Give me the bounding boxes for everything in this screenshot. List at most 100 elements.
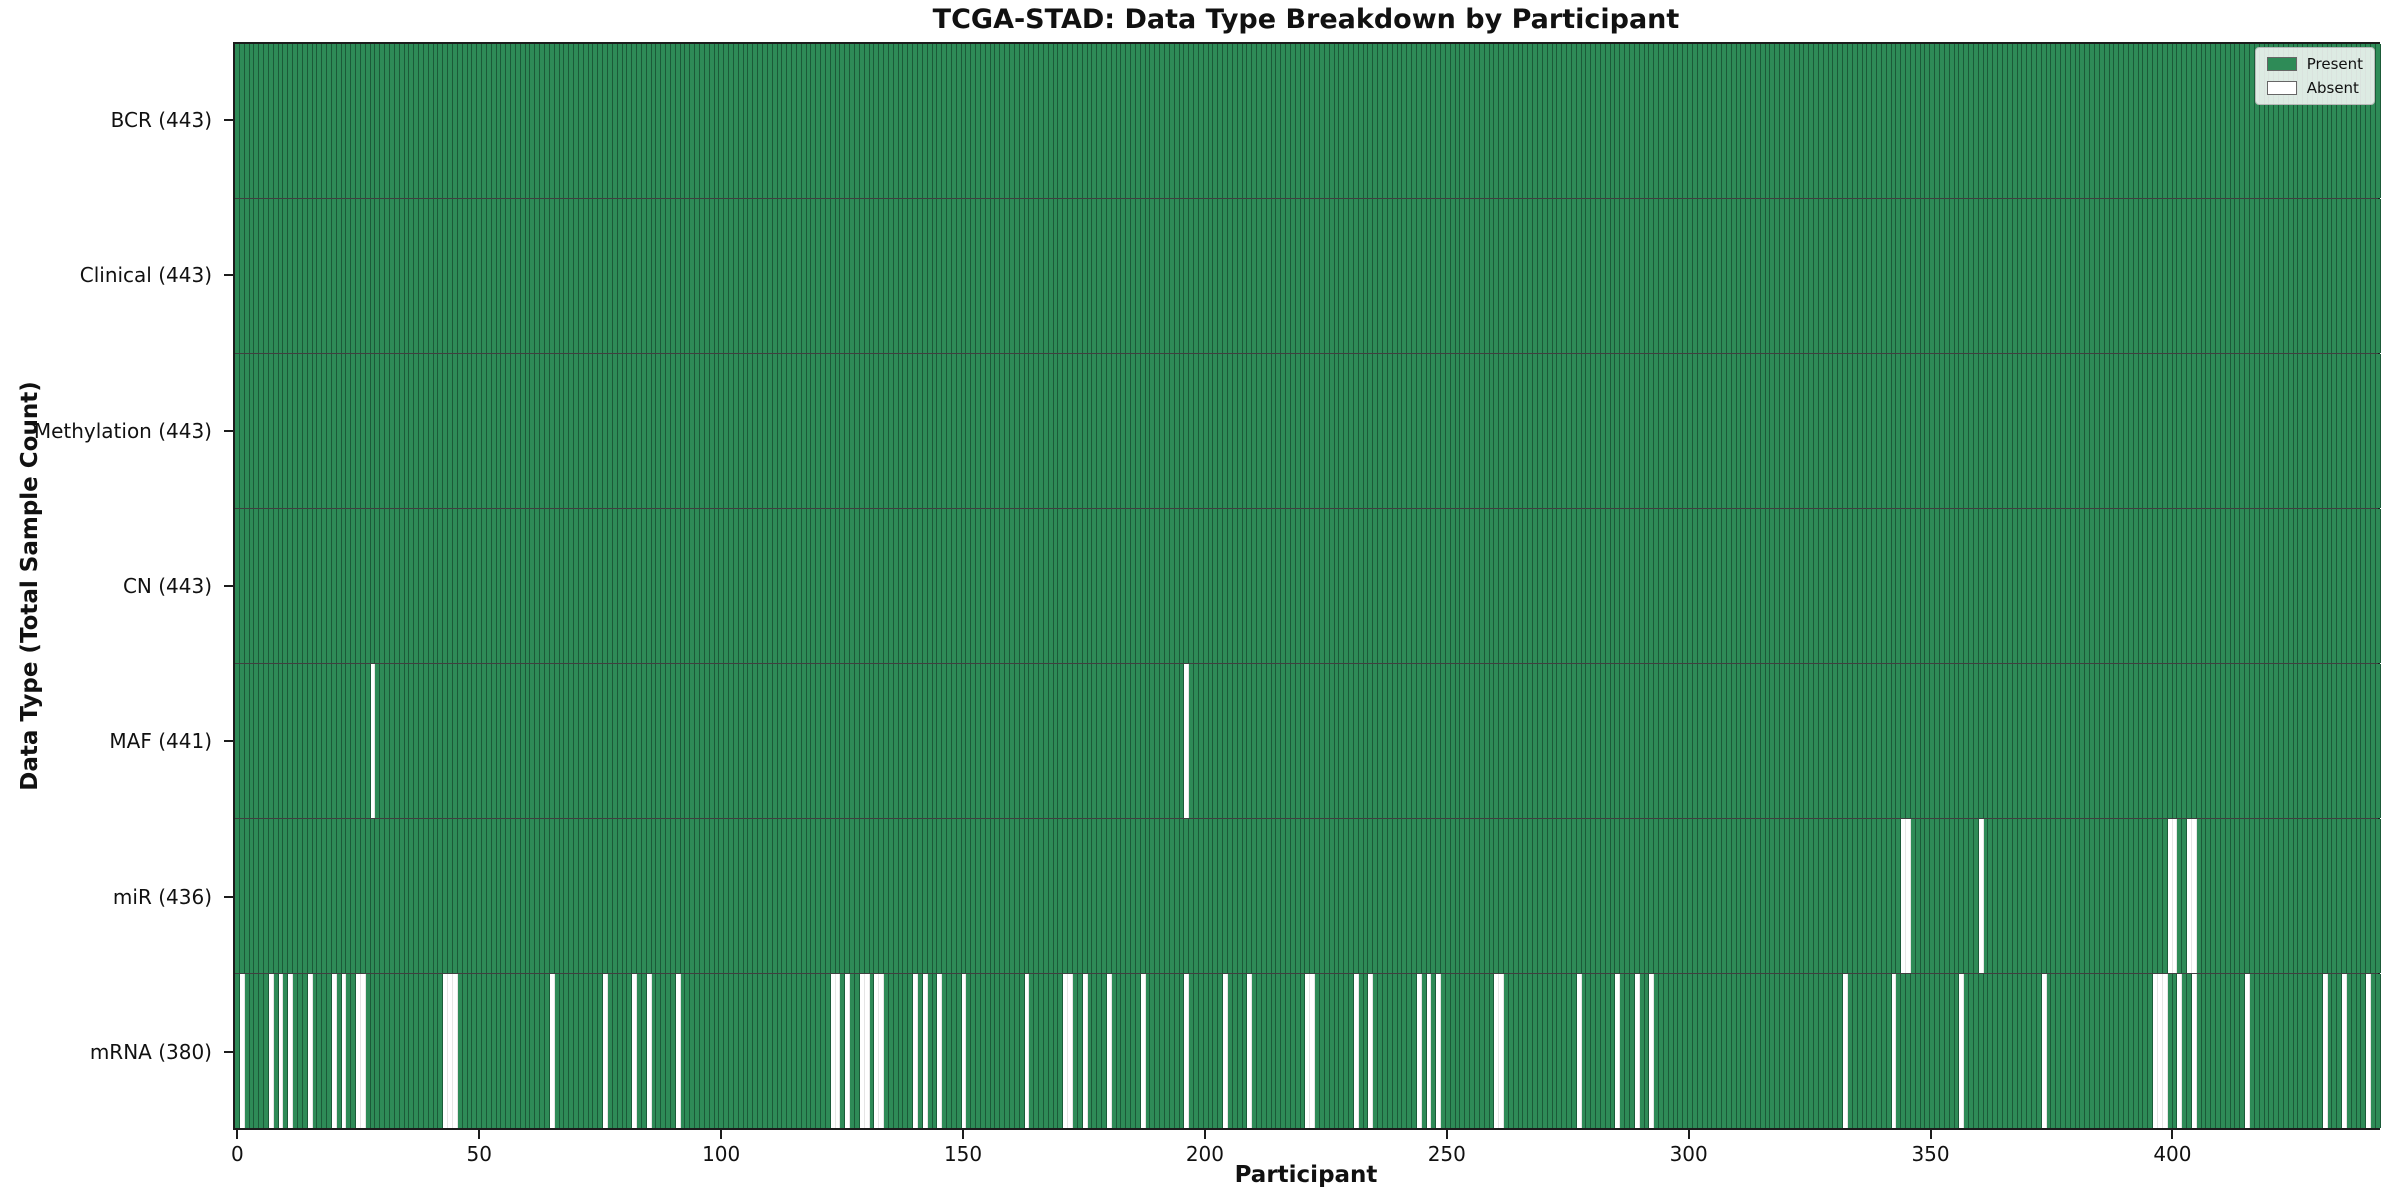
heatmap-cell-present <box>796 974 802 1128</box>
heatmap-cell-present <box>845 664 851 818</box>
heatmap-cell-present <box>1184 44 1190 198</box>
heatmap-cell-present <box>2312 974 2318 1128</box>
heatmap-cell-present <box>1126 199 1132 353</box>
heatmap-cell-present <box>1397 664 1403 818</box>
heatmap-cell-present <box>327 664 332 818</box>
heatmap-cell-present <box>1339 819 1345 973</box>
heatmap-cell-present <box>1271 819 1277 973</box>
heatmap-cell-present <box>1969 974 1974 1128</box>
heatmap-cell-present <box>917 199 923 353</box>
heatmap-cell-present <box>1344 974 1350 1128</box>
heatmap-cell-present <box>2356 199 2362 353</box>
heatmap-cell-present <box>1034 819 1040 973</box>
heatmap-cell-present <box>1358 664 1364 818</box>
heatmap-cell-absent <box>1906 819 1911 973</box>
heatmap-cell-present <box>2099 509 2105 663</box>
heatmap-cell-present <box>1194 664 1199 818</box>
heatmap-cell-present <box>399 199 405 353</box>
heatmap-cell-present <box>1223 664 1228 818</box>
heatmap-cell-present <box>1218 819 1224 973</box>
heatmap-cell-present <box>980 44 986 198</box>
heatmap-cell-present <box>1150 44 1156 198</box>
heatmap-cell-present <box>1683 354 1689 508</box>
heatmap-cell-present <box>758 664 763 818</box>
heatmap-cell-present <box>1072 819 1078 973</box>
heatmap-cell-present <box>932 44 938 198</box>
heatmap-cell-present <box>869 664 875 818</box>
heatmap-cell-present <box>2187 509 2192 663</box>
heatmap-cell-present <box>1242 819 1248 973</box>
heatmap-cell-present <box>1886 974 1892 1128</box>
heatmap-cell-present <box>2090 509 2095 663</box>
heatmap-cell-present <box>1654 664 1660 818</box>
heatmap-cell-present <box>438 664 444 818</box>
heatmap-cell-present <box>1877 199 1882 353</box>
heatmap-cell-present <box>976 199 981 353</box>
heatmap-cell-present <box>486 664 492 818</box>
heatmap-cell-present <box>254 509 260 663</box>
heatmap-cell-present <box>1959 819 1965 973</box>
heatmap-cell-present <box>1053 509 1059 663</box>
heatmap-cell-present <box>1455 199 1461 353</box>
heatmap-cell-present <box>1872 509 1878 663</box>
heatmap-cell-present <box>2002 819 2008 973</box>
heatmap-cell-present <box>1290 974 1296 1128</box>
heatmap-cell-present <box>385 664 390 818</box>
heatmap-cell-present <box>1005 44 1010 198</box>
heatmap-cell-present <box>762 974 768 1128</box>
heatmap-cell-present <box>399 819 405 973</box>
heatmap-cell-present <box>1809 199 1815 353</box>
heatmap-cell-present <box>1106 44 1112 198</box>
heatmap-cell-present <box>2022 44 2028 198</box>
heatmap-cell-present <box>942 354 948 508</box>
heatmap-cell-present <box>2225 974 2231 1128</box>
heatmap-cell-present <box>1940 199 1945 353</box>
heatmap-cell-present <box>1368 354 1374 508</box>
heatmap-cell-present <box>641 819 647 973</box>
heatmap-cell-present <box>632 664 638 818</box>
heatmap-cell-present <box>806 354 812 508</box>
heatmap-cell-present <box>1741 819 1747 973</box>
heatmap-cell-present <box>2162 664 2168 818</box>
heatmap-cell-present <box>884 819 889 973</box>
heatmap-cell-present <box>2109 664 2115 818</box>
heatmap-cell-present <box>1513 974 1519 1128</box>
heatmap-cell-present <box>2041 354 2047 508</box>
heatmap-cell-present <box>1678 664 1684 818</box>
heatmap-cell-present <box>438 974 444 1128</box>
heatmap-cell-present <box>1567 664 1572 818</box>
heatmap-cell-present <box>1252 819 1258 973</box>
heatmap-cell-present <box>1286 44 1291 198</box>
heatmap-cell-present <box>1765 199 1771 353</box>
heatmap-cell-present <box>1412 664 1417 818</box>
heatmap-cell-present <box>312 354 318 508</box>
heatmap-cell-present <box>1741 354 1747 508</box>
heatmap-cell-present <box>2046 354 2052 508</box>
heatmap-cell-present <box>1804 819 1810 973</box>
heatmap-cell-present <box>724 199 730 353</box>
heatmap-cell-present <box>491 199 497 353</box>
heatmap-cell-present <box>404 44 410 198</box>
heatmap-cell-present <box>1673 354 1679 508</box>
heatmap-cell-present <box>782 974 788 1128</box>
heatmap-cell-present <box>1891 44 1897 198</box>
heatmap-cell-present <box>1528 974 1534 1128</box>
heatmap-cell-present <box>1368 199 1374 353</box>
heatmap-cell-present <box>2182 819 2188 973</box>
heatmap-cell-present <box>714 974 720 1128</box>
heatmap-cell-present <box>1484 509 1490 663</box>
heatmap-cell-present <box>2095 199 2100 353</box>
heatmap-cell-present <box>908 509 914 663</box>
heatmap-cell-absent <box>1082 974 1088 1128</box>
heatmap-cell-present <box>2240 819 2246 973</box>
heatmap-cell-absent <box>937 974 943 1128</box>
heatmap-cell-absent <box>448 974 453 1128</box>
heatmap-cell-present <box>2288 509 2294 663</box>
heatmap-cell-present <box>1261 509 1267 663</box>
heatmap-cell-present <box>496 664 502 818</box>
heatmap-cell-present <box>467 354 473 508</box>
heatmap-cell-present <box>1232 819 1238 973</box>
heatmap-cell-present <box>1833 354 1839 508</box>
heatmap-cell-present <box>704 509 710 663</box>
heatmap-cell-present <box>365 819 371 973</box>
